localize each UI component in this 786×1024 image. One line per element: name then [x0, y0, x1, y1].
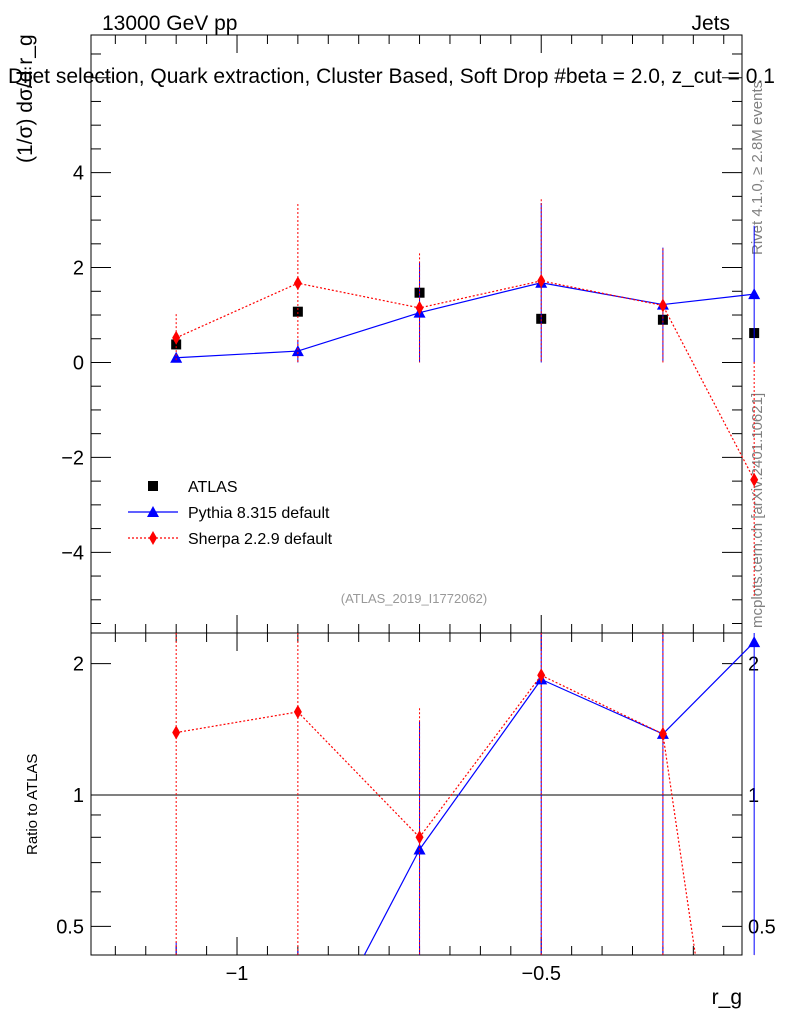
ratio-axis-ticks: 0.5 0.5 1 1 2 2: [56, 654, 776, 939]
legend-label-atlas: ATLAS: [188, 479, 238, 496]
ratio-pythia-point: [748, 636, 761, 648]
y-tick-label: 4: [73, 163, 84, 185]
sherpa-data-point: [293, 276, 302, 291]
y-tick-label: 0: [73, 352, 84, 374]
legend-marker-atlas: [148, 481, 158, 491]
legend: ATLAS Pythia 8.315 default Sherpa 2.2.9 …: [128, 479, 333, 548]
x-axis-label: r_g: [712, 986, 742, 1009]
ratio-series-line: [419, 674, 542, 838]
main-data-layer: [170, 199, 761, 598]
y-tick-label: −2: [61, 447, 84, 469]
ratio-sherpa-point: [293, 704, 302, 719]
ratio-sherpa-point: [172, 725, 181, 740]
legend-label-sherpa: Sherpa 2.2.9 default: [188, 531, 333, 548]
pythia-data-point: [748, 288, 761, 300]
ratio-series-line: [363, 849, 421, 956]
main-axis-ticks: −4 −2 0 2 4 −1 −0.5: [61, 35, 742, 985]
series-line: [176, 282, 755, 359]
analysis-id-label: (ATLAS_2019_I1772062): [341, 591, 487, 606]
y-tick-label: 2: [73, 258, 84, 280]
energy-label: 13000 GeV pp: [102, 12, 237, 35]
rivet-version-label: Rivet 4.1.0, ≥ 2.8M events: [749, 81, 766, 255]
sherpa-data-point: [537, 273, 546, 288]
ratio-y-tick-label: 0.5: [748, 916, 776, 938]
legend-marker-sherpa: [149, 531, 157, 545]
ratio-y-tick-label: 2: [748, 654, 759, 676]
category-label: Jets: [691, 12, 730, 35]
ratio-sherpa-point: [658, 726, 667, 741]
ratio-series-line: [419, 679, 542, 850]
legend-label-pythia: Pythia 8.315 default: [188, 505, 330, 522]
pythia-data-point: [170, 351, 183, 363]
ratio-series-line: [297, 711, 420, 838]
ratio-series-line: [662, 733, 696, 956]
ratio-series-line: [540, 674, 664, 735]
ratio-sherpa-point: [537, 668, 546, 683]
ratio-y-tick-label: 2: [73, 654, 84, 676]
ratio-plot-frame: [90, 632, 743, 956]
ratio-series-line: [176, 711, 298, 734]
x-tick-label: −1: [226, 963, 249, 985]
ratio-y-tick-label: 1: [73, 785, 84, 807]
sherpa-data-point: [750, 472, 759, 487]
y-tick-label: −4: [61, 542, 84, 564]
sherpa-data-point: [658, 298, 667, 313]
ratio-series-line: [540, 678, 664, 735]
series-line: [175, 280, 755, 480]
mcplots-source-label: mcplots.cern.ch [arXiv:2401.10621]: [749, 393, 766, 628]
pythia-data-point: [291, 345, 304, 357]
ratio-y-tick-label: 0.5: [56, 916, 84, 938]
ratio-y-tick-label: 1: [748, 785, 759, 807]
legend-marker-pythia: [147, 506, 159, 517]
ratio-y-axis-label: Ratio to ATLAS: [24, 754, 41, 855]
ratio-sherpa-point: [415, 830, 424, 845]
ratio-series-line: [662, 641, 755, 735]
ratio-data-layer: [172, 633, 761, 956]
y-axis-label: (1/σ) dσ/d r_g: [14, 34, 37, 163]
atlas-data-point: [292, 306, 303, 317]
sherpa-data-point: [172, 330, 181, 345]
plot-title: Dijet selection, Quark extraction, Clust…: [8, 65, 775, 88]
sherpa-data-point: [415, 300, 424, 315]
x-tick-label: −0.5: [521, 963, 560, 985]
